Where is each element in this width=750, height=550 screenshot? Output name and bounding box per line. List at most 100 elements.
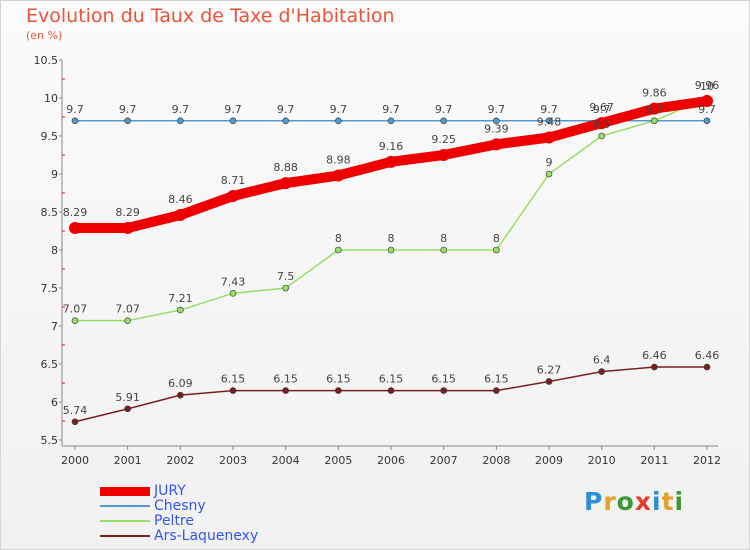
data-label: 9.5 [593,118,611,131]
data-point [701,95,713,108]
data-point [651,117,658,125]
series-line [74,97,708,322]
data-point [124,117,131,125]
chart-series [69,94,713,426]
data-label: 6.15 [273,373,298,386]
data-label: 9.86 [642,87,667,100]
data-label: 9.67 [589,101,614,114]
data-label: 7.07 [63,303,88,316]
chart-legend: JURY Chesny Peltre Ars-Laquenexy [100,484,330,544]
data-label: 7.5 [277,270,295,283]
data-point [543,131,555,144]
data-label: 9.16 [379,140,404,153]
data-label: 9.25 [431,133,456,146]
data-label: 7.21 [168,292,193,305]
data-point [71,418,79,426]
data-label: 8.71 [221,174,246,187]
data-point [71,117,79,125]
data-point [703,363,711,371]
data-point [440,246,447,254]
data-point [545,170,553,178]
data-point [387,387,395,394]
y-tick-label: 8.5 [41,206,59,219]
data-point [124,405,131,413]
data-label: 6.15 [431,373,456,386]
data-point [282,387,289,394]
data-point [493,387,500,394]
legend-item-ars-laquenexy: Ars-Laquenexy [100,529,330,544]
data-label: 10 [700,80,714,93]
data-label: 9.7 [698,103,716,116]
legend-label: Peltre [154,513,194,529]
legend-item-jury: JURY [100,484,330,499]
y-tick-label: 6 [51,396,58,409]
legend-item-chesny: Chesny [100,499,330,514]
data-label: 6.09 [168,377,193,390]
data-label: 9.7 [66,103,84,116]
chart-unit: (en %) [26,29,63,42]
data-point [229,290,237,297]
data-point [387,117,395,125]
data-point [229,387,237,394]
data-label: 9.7 [277,103,295,116]
y-tick-label: 8 [51,244,58,257]
x-tick-label: 2011 [640,454,668,467]
data-point [177,391,184,399]
data-label: 9.96 [695,79,720,92]
data-label: 8.29 [115,206,140,219]
data-label: 6.15 [484,373,509,386]
data-label: 9.7 [172,103,190,116]
chart-axes: 5.5 6 6.5 7 7.5 8 8.5 9 9.5 10 10.5 2000 2001 2002 200… [34,54,722,467]
data-point [332,169,345,182]
data-point [598,132,605,140]
data-label: 8.46 [168,193,193,206]
data-point [121,221,134,234]
data-labels: 9.7 9.7 9.7 9.7 9.7 9.7 9.7 9.7 9.7 9.7 9.7 9.7 9.7 7… [63,79,720,417]
x-tick-label: 2010 [588,454,616,467]
legend-swatch [100,520,150,522]
series-jury [69,95,713,234]
data-label: 9.48 [537,116,562,129]
y-tick-label: 7.5 [41,282,59,295]
data-label: 5.91 [115,391,140,404]
x-tick-label: 2005 [324,454,352,467]
data-point [335,387,342,394]
data-point [437,149,450,161]
data-point [177,117,184,125]
data-label: 9.7 [593,103,611,116]
y-tick-label: 7 [51,320,58,333]
data-label: 9.39 [484,122,509,135]
data-label: 9.7 [330,103,348,116]
data-label: 6.15 [326,373,351,386]
data-label: 9.7 [646,103,664,116]
data-label: 6.27 [537,363,562,376]
data-point [174,209,187,222]
data-label: 8.29 [63,206,88,219]
data-label: 9.7 [540,103,558,116]
data-point [440,387,447,394]
data-label: 9.7 [435,103,453,116]
proxiti-logo: Proxiti [584,487,685,516]
x-tick-label: 2008 [482,454,510,467]
x-tick-label: 2003 [219,454,247,467]
legend-label: Chesny [154,498,206,514]
x-tick-label: 2006 [377,454,405,467]
data-point [282,117,289,125]
legend-swatch [100,487,150,496]
data-label: 6.15 [221,373,246,386]
data-label: 8 [440,232,447,245]
data-label: 7.43 [221,275,246,288]
y-tick-label: 9 [51,168,58,181]
data-point [703,117,711,125]
data-point [124,317,131,324]
data-point [335,246,342,254]
data-point [545,117,553,125]
data-point [387,246,395,254]
series-ars-laquenexy [71,363,711,426]
y-tick-label: 10 [44,92,58,105]
data-label: 9.7 [382,103,400,116]
x-tick-label: 2000 [61,454,89,467]
data-label: 6.46 [642,349,667,362]
data-point [282,284,289,292]
